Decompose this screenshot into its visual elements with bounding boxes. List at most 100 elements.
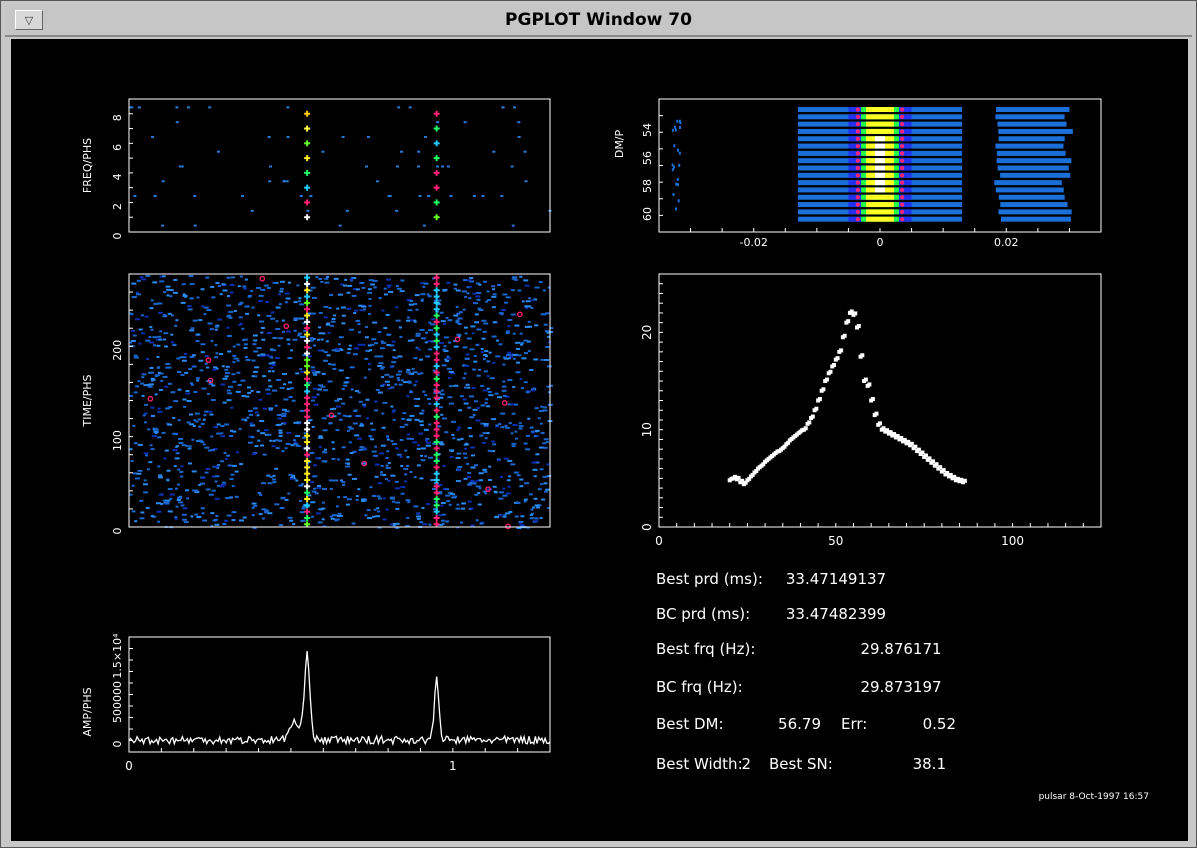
noise-dot bbox=[505, 332, 510, 335]
noise-dot bbox=[516, 526, 522, 529]
noise-dot bbox=[386, 284, 392, 287]
noise-dot bbox=[203, 313, 207, 316]
noise-dot bbox=[446, 355, 450, 358]
noise-dot bbox=[464, 364, 470, 367]
dm-band bbox=[998, 128, 1073, 134]
noise-dot bbox=[448, 503, 452, 506]
data-point bbox=[835, 356, 840, 361]
noise-dot bbox=[185, 444, 189, 447]
noise-dot bbox=[274, 467, 279, 470]
noise-dot bbox=[254, 411, 259, 414]
noise-dot bbox=[337, 512, 342, 515]
noise-dot bbox=[187, 447, 192, 450]
noise-dot bbox=[504, 424, 508, 427]
dm-noise bbox=[673, 125, 676, 129]
dm-peak bbox=[874, 187, 886, 193]
noise-dot bbox=[343, 384, 348, 387]
freq-y-tick-label: 2 bbox=[111, 203, 124, 210]
window-menu-button[interactable]: ▽ bbox=[15, 10, 43, 30]
noise-dot bbox=[365, 398, 370, 401]
noise-dot bbox=[380, 384, 385, 387]
noise-dot bbox=[467, 500, 472, 503]
noise-dot bbox=[232, 361, 236, 364]
noise-dot bbox=[214, 325, 219, 328]
noise-dot bbox=[235, 390, 241, 393]
data-point bbox=[863, 377, 868, 382]
data-point bbox=[938, 465, 943, 470]
noise-circle bbox=[361, 460, 368, 467]
noise-dot bbox=[145, 506, 150, 509]
noise-dot bbox=[413, 357, 418, 360]
noise-dot bbox=[181, 518, 187, 521]
noise-dot bbox=[474, 313, 479, 316]
noise-dot bbox=[418, 420, 424, 423]
noise-dot bbox=[159, 330, 163, 333]
noise-dot bbox=[214, 497, 220, 500]
data-point bbox=[849, 309, 854, 314]
noise-dot bbox=[534, 504, 540, 507]
noise-dot bbox=[233, 310, 237, 313]
noise-dot bbox=[505, 296, 511, 299]
dm-band bbox=[997, 165, 1069, 171]
noise-dot bbox=[293, 421, 299, 424]
noise-dot bbox=[172, 343, 176, 346]
noise-dot bbox=[483, 422, 489, 425]
noise-dot bbox=[415, 346, 419, 349]
data-point bbox=[824, 377, 829, 382]
noise-dot bbox=[311, 490, 317, 493]
noise-dot bbox=[408, 372, 413, 375]
noise-dot bbox=[377, 510, 381, 513]
noise-dot bbox=[172, 449, 178, 452]
noise-dot bbox=[547, 475, 552, 478]
noise-dot bbox=[204, 410, 209, 413]
dm-marker bbox=[855, 209, 860, 214]
noise-dot bbox=[415, 380, 419, 383]
dm-y-tick-label: 60 bbox=[641, 207, 654, 221]
noise-dot bbox=[214, 328, 218, 331]
noise-dot bbox=[340, 348, 344, 351]
noise-dot bbox=[176, 357, 181, 360]
noise-dot bbox=[505, 426, 511, 429]
noise-dot bbox=[172, 416, 176, 419]
noise-dot bbox=[137, 443, 143, 446]
noise-dot bbox=[130, 340, 136, 343]
noise-dot bbox=[258, 294, 264, 297]
noise-dot bbox=[523, 498, 528, 501]
noise-dot bbox=[480, 351, 484, 354]
noise-dot bbox=[144, 315, 149, 318]
noise-dot bbox=[520, 343, 524, 346]
noise-dot bbox=[486, 405, 491, 408]
noise-dot bbox=[492, 443, 497, 446]
noise-dot bbox=[162, 375, 168, 378]
noise-dot bbox=[298, 300, 302, 303]
noise-dot bbox=[462, 398, 467, 401]
title-bar[interactable]: ▽ PGPLOT Window 70 bbox=[5, 5, 1192, 37]
noise-dot bbox=[285, 442, 291, 445]
data-point bbox=[803, 426, 808, 431]
dm-noise bbox=[675, 182, 678, 186]
noise-dot bbox=[523, 381, 528, 384]
noise-dot bbox=[301, 335, 306, 338]
noise-dot bbox=[331, 457, 336, 460]
noise-dot bbox=[446, 500, 451, 503]
noise-dot bbox=[366, 417, 370, 420]
noise-dot bbox=[158, 388, 163, 391]
noise-dot bbox=[497, 396, 503, 399]
noise-dot bbox=[373, 508, 377, 511]
dm-band bbox=[995, 114, 1065, 120]
noise-dot bbox=[288, 473, 293, 476]
noise-dot bbox=[178, 371, 182, 374]
noise-dot bbox=[186, 497, 190, 500]
noise-dot bbox=[480, 422, 485, 425]
dm-marker bbox=[855, 195, 860, 200]
noise-dot bbox=[406, 456, 410, 459]
noise-dot bbox=[291, 474, 296, 477]
noise-dot bbox=[424, 439, 428, 442]
noise-dot bbox=[535, 506, 540, 509]
noise-dot bbox=[219, 293, 223, 296]
dm-marker bbox=[855, 180, 860, 185]
noise-dot bbox=[348, 344, 352, 347]
footer-stamp: pulsar 8-Oct-1997 16:57 bbox=[1039, 792, 1149, 802]
noise-dot bbox=[515, 371, 521, 374]
noise-dot bbox=[311, 396, 317, 399]
